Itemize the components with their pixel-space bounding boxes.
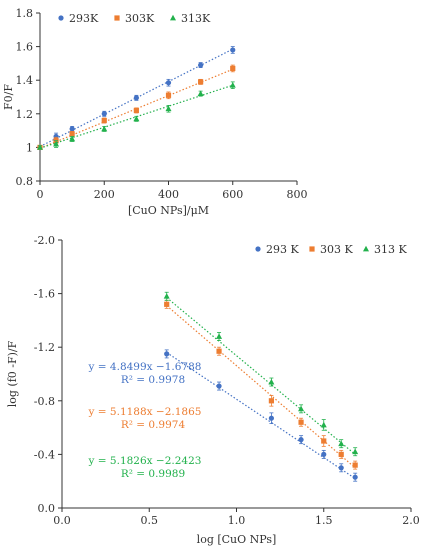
chart-1-point-2-5 xyxy=(338,440,345,447)
chart-0-point-2-7 xyxy=(229,82,236,88)
chart-0-point-1-2 xyxy=(69,131,75,137)
chart-1-legend-label-1: 303 K xyxy=(320,243,353,256)
chart-0-x-tick-label: 600 xyxy=(222,188,243,201)
chart-0-legend-label-1: 303K xyxy=(125,12,155,25)
chart-0-x-axis-title: [CuO NPs]/μM xyxy=(128,204,209,217)
chart-1-fit-line-0 xyxy=(166,352,356,480)
chart-0-x-tick-label: 800 xyxy=(287,188,308,201)
chart-0-y-tick-label: 1.8 xyxy=(16,7,34,20)
chart-1-y-tick-label: -1.6 xyxy=(34,288,55,301)
chart-1-x-tick-label: 0.5 xyxy=(141,514,159,527)
chart-1-point-2-4 xyxy=(320,421,327,428)
chart-1-point-1-6 xyxy=(352,462,358,468)
chart-0-point-0-3 xyxy=(101,111,107,117)
chart-0-point-0-2 xyxy=(69,126,75,132)
chart-1-point-0-6 xyxy=(352,474,358,480)
chart-0-y-axis-title: F0/F xyxy=(2,84,15,110)
chart-1-point-2-3 xyxy=(298,405,305,412)
chart-1-equation-0: y = 4.8499x −1.6788 xyxy=(88,361,202,373)
chart-0-point-1-3 xyxy=(101,117,107,124)
chart-1-point-2-0 xyxy=(163,293,170,299)
chart-1-point-2-6 xyxy=(352,448,359,455)
chart-0-legend-marker-1 xyxy=(114,15,120,21)
chart-1-y-tick-label: -0.8 xyxy=(34,395,55,408)
chart-0-y-tick-label: 0.8 xyxy=(16,175,34,188)
chart-0-legend-marker-0 xyxy=(58,15,64,21)
stern-volmer-chart: 0 200 400 600 800 0.8 1 1.2 1.4 1.6 1.8 [CuO NPs]/μ… xyxy=(2,7,308,217)
chart-0-x-tick-label: 200 xyxy=(94,188,115,201)
chart-0-point-2-5 xyxy=(165,105,172,112)
chart-0-point-1-5 xyxy=(165,92,172,98)
chart-0-point-2-4 xyxy=(133,115,140,122)
double-log-chart: 0.0 0.5 1.0 1.5 2.0 0.0 -0.4 -0.8 -1.2 -1.6 -2.0 lo… xyxy=(6,234,420,546)
chart-0-legend-marker-2 xyxy=(170,14,176,21)
chart-1-y-axis-title: log (f0 -F)/F xyxy=(6,340,19,407)
chart-0-y-tick-label: 1 xyxy=(26,141,33,154)
chart-0-point-1-6 xyxy=(198,79,204,85)
chart-1-equation-2: y = 5.1826x −2.2423 xyxy=(88,455,202,467)
chart-1-x-tick-label: 1.5 xyxy=(315,514,333,527)
chart-0-point-0-7 xyxy=(230,47,236,53)
chart-0-point-2-3 xyxy=(101,125,108,132)
chart-1-x-tick-label: 2.0 xyxy=(402,514,420,527)
chart-1-y-tick-label: 0.0 xyxy=(38,502,56,515)
chart-0-y-tick-label: 1.2 xyxy=(16,108,34,121)
chart-1-r-squared-0: R² = 0.9978 xyxy=(121,374,185,386)
chart-1-point-1-4 xyxy=(321,438,327,444)
chart-1-legend-label-2: 313 K xyxy=(374,243,407,256)
chart-0-point-0-6 xyxy=(198,62,204,68)
chart-0-x-tick-label: 0 xyxy=(37,188,44,201)
chart-0-point-2-6 xyxy=(197,90,204,97)
chart-0-y-tick-label: 1.6 xyxy=(16,41,34,54)
chart-1-point-0-4 xyxy=(321,451,327,457)
chart-1-r-squared-2: R² = 0.9989 xyxy=(121,468,185,480)
chart-1-fit-line-1 xyxy=(166,305,356,469)
chart-1-point-0-2 xyxy=(268,415,274,421)
chart-1-point-1-0 xyxy=(164,301,170,307)
chart-1-r-squared-1: R² = 0.9974 xyxy=(121,419,186,431)
chart-1-point-0-1 xyxy=(216,383,222,389)
chart-1-point-1-3 xyxy=(298,419,304,425)
chart-0-legend-label-0: 293K xyxy=(69,12,99,25)
chart-1-point-1-5 xyxy=(338,451,344,457)
chart-1-point-2-1 xyxy=(216,333,223,339)
chart-0-point-0-1 xyxy=(53,133,59,140)
chart-1-point-1-1 xyxy=(216,348,222,354)
chart-1-equation-1: y = 5.1188x −2.1865 xyxy=(88,406,202,418)
chart-1-x-tick-label: 1.0 xyxy=(228,514,246,527)
chart-0-point-1-4 xyxy=(133,107,139,114)
chart-1-legend-marker-0 xyxy=(255,246,261,252)
chart-0-point-2-0 xyxy=(37,144,43,150)
chart-1-point-0-3 xyxy=(298,437,304,443)
chart-1-point-1-2 xyxy=(268,398,274,404)
chart-0-x-tick-label: 400 xyxy=(158,188,179,201)
chart-1-point-0-0 xyxy=(164,351,170,357)
chart-1-point-0-5 xyxy=(338,465,344,471)
chart-1-x-tick-label: 0.0 xyxy=(53,514,71,527)
chart-1-point-2-2 xyxy=(268,378,275,385)
chart-0-point-0-5 xyxy=(165,80,172,86)
chart-1-fit-line-2 xyxy=(166,297,356,455)
chart-0-point-0-4 xyxy=(133,95,139,101)
chart-1-x-axis-title: log [CuO NPs] xyxy=(197,533,277,546)
chart-1-y-tick-label: -2.0 xyxy=(34,234,55,247)
chart-1-y-tick-label: -1.2 xyxy=(34,341,55,354)
chart-1-legend-label-0: 293 K xyxy=(266,243,299,256)
chart-0-y-tick-label: 1.4 xyxy=(16,74,34,87)
chart-0-point-2-1 xyxy=(53,140,60,147)
chart-1-legend-marker-1 xyxy=(309,246,315,252)
chart-0-point-1-7 xyxy=(230,65,236,72)
chart-0-legend-label-2: 313K xyxy=(181,12,211,25)
chart-1-legend-marker-2 xyxy=(363,245,369,252)
chart-0-point-2-2 xyxy=(69,135,76,142)
chart-1-y-tick-label: -0.4 xyxy=(34,448,55,461)
